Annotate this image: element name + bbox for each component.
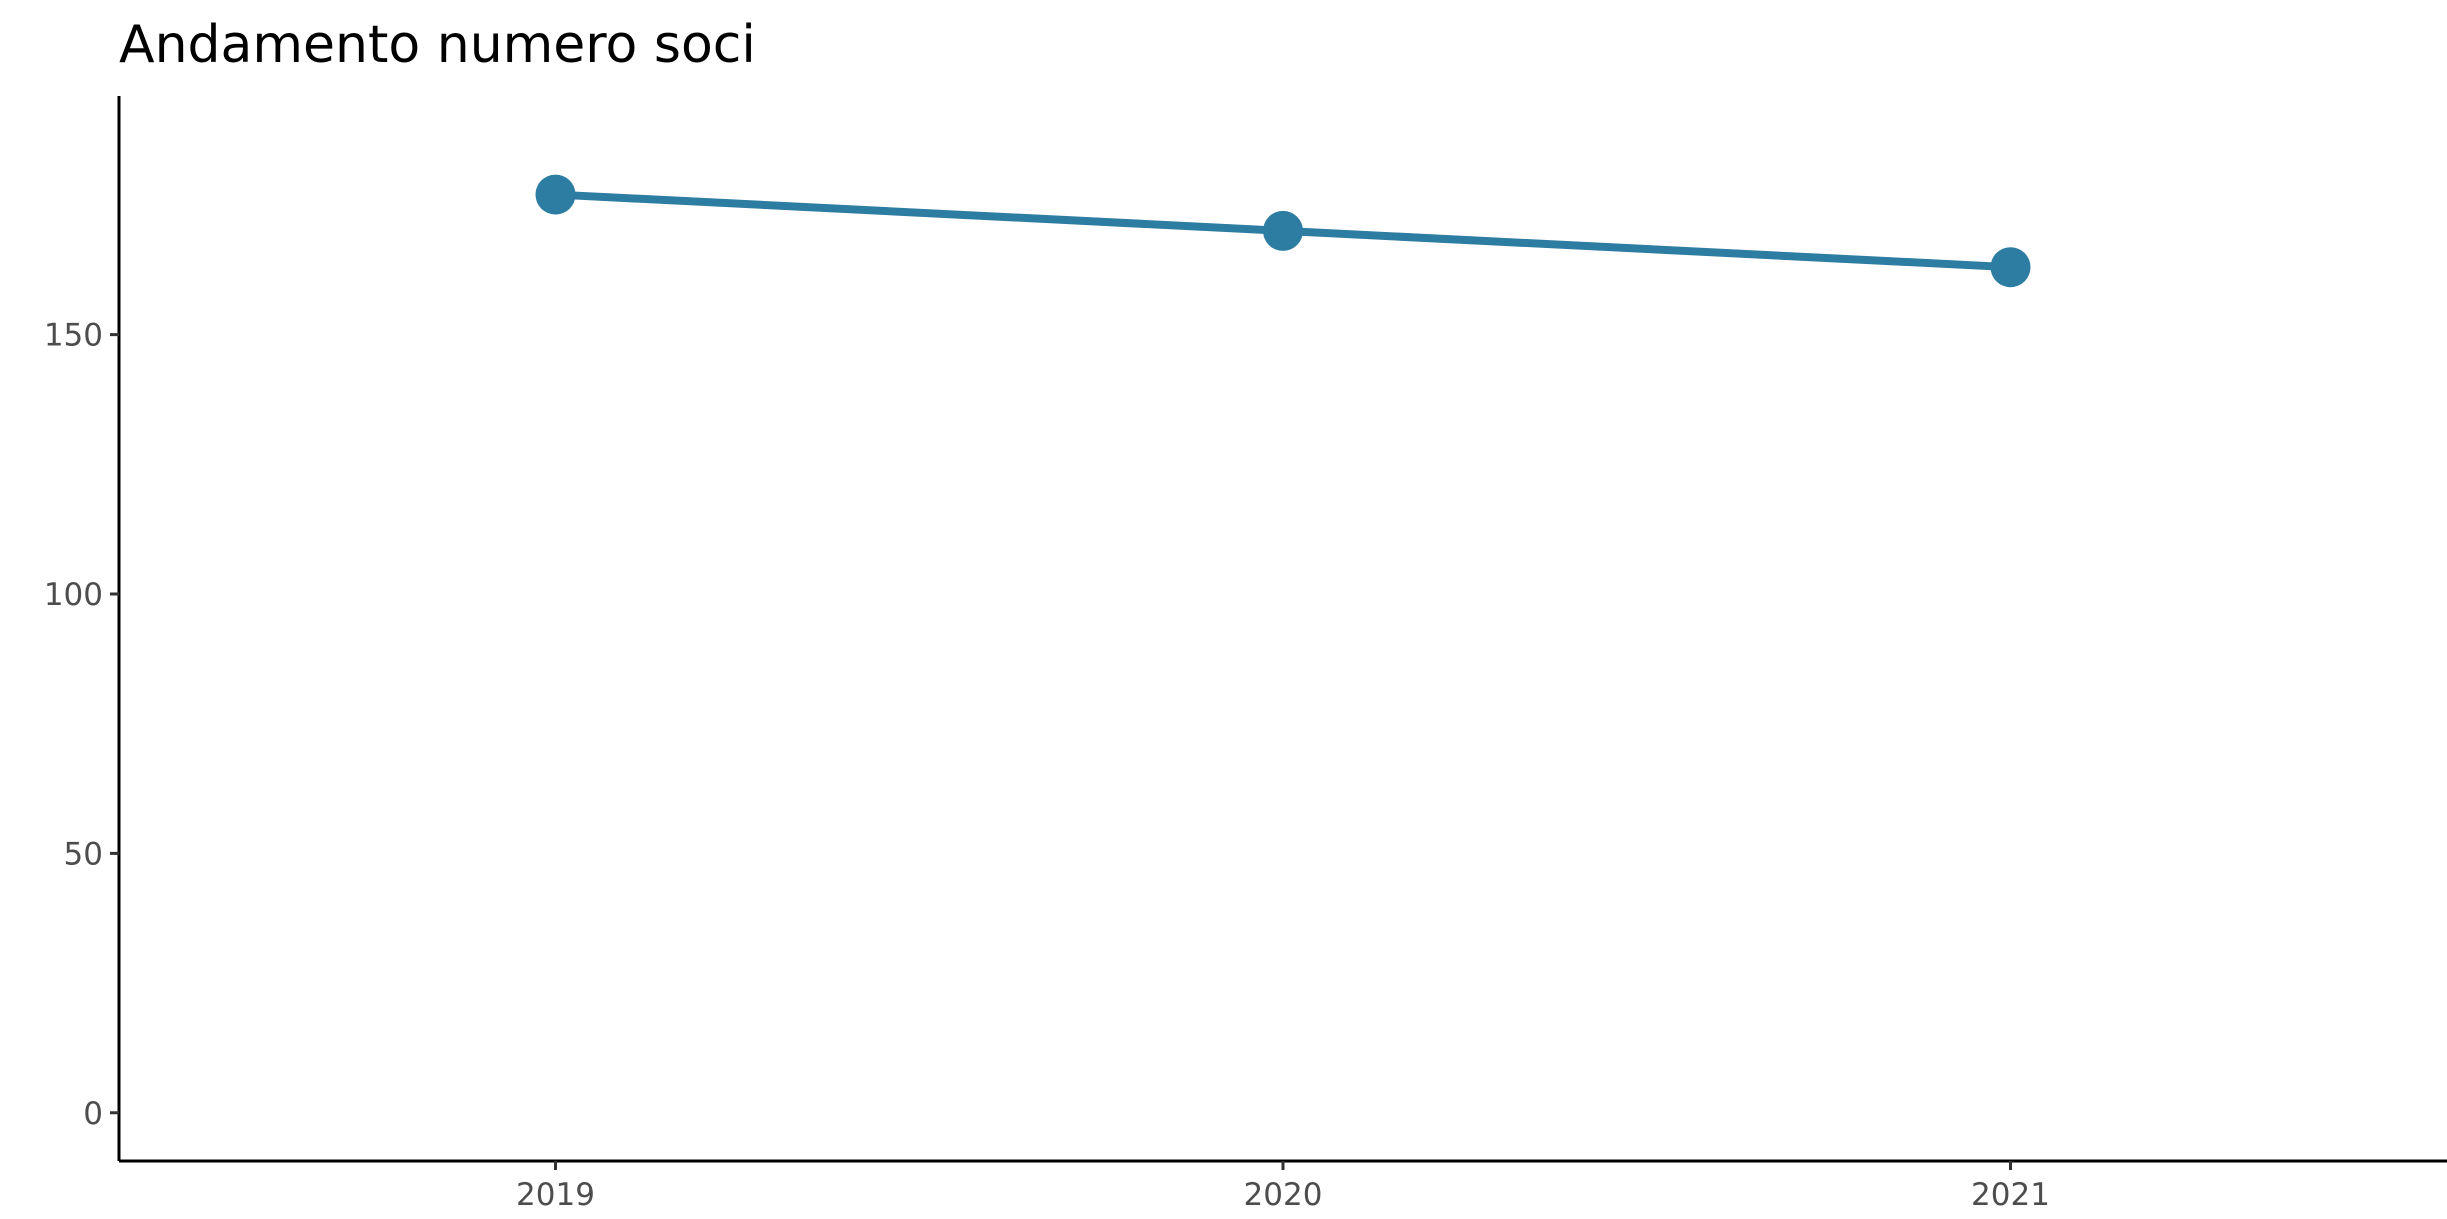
point — [1990, 247, 2031, 288]
x-tick-label: 2020 — [1244, 1177, 1323, 1213]
y-tick-label: 0 — [83, 1096, 103, 1132]
chart-title: Andamento numero soci — [119, 15, 756, 75]
point — [1263, 210, 1303, 251]
y-tick-label: 150 — [44, 318, 103, 354]
y-tick-label: 50 — [64, 836, 103, 872]
point — [535, 174, 576, 215]
x-tick-label: 2019 — [516, 1177, 595, 1213]
y-tick-label: 100 — [44, 577, 103, 613]
x-tick-label: 2021 — [1971, 1177, 2050, 1213]
